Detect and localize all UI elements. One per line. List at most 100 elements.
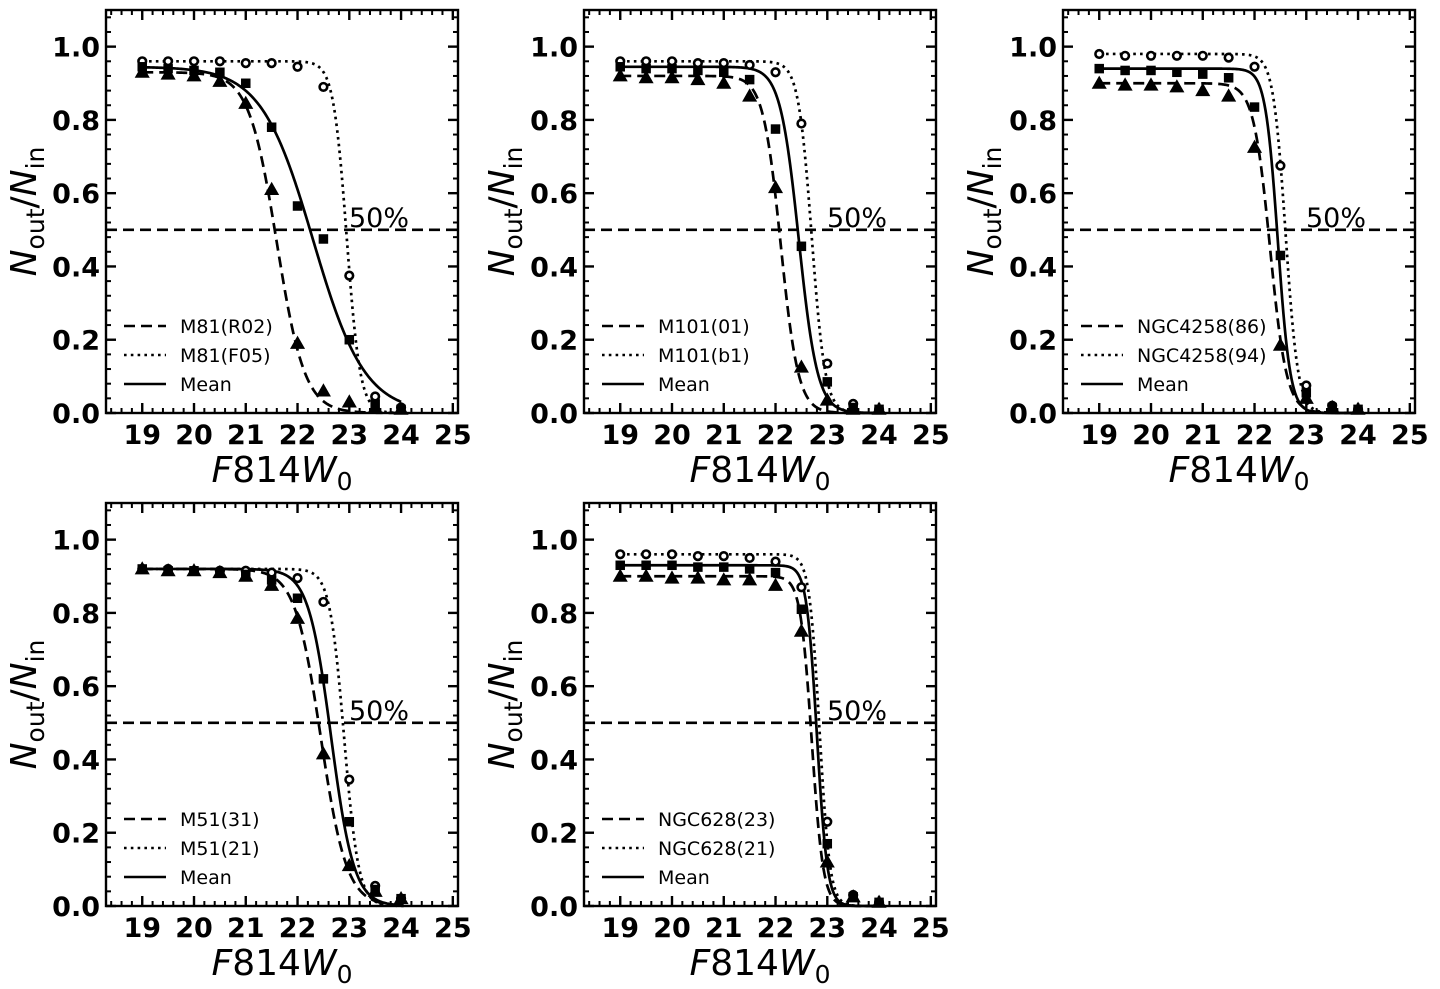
y-axis-label: Nout/Nin [482, 147, 528, 277]
x-tick-label: 25 [912, 913, 950, 944]
axes-frame [104, 8, 460, 415]
x-tick-label: 21 [227, 420, 265, 451]
data-point-square [215, 567, 225, 578]
reference-label: 50% [349, 696, 409, 727]
data-point-triangle [289, 610, 306, 624]
data-point-square [615, 560, 625, 571]
x-tick-label: 22 [279, 420, 317, 451]
data-point-triangle [690, 71, 706, 86]
y-axis-label: Nout/Nin [4, 147, 50, 277]
data-point-square [719, 67, 729, 78]
y-tick-label: 0.8 [530, 106, 578, 137]
data-point-triangle [238, 95, 254, 109]
y-axis-label: Nout/Nin [482, 640, 528, 770]
data-point-square [370, 399, 380, 409]
data-point-triangle [1169, 79, 1185, 93]
data-point-square [241, 78, 251, 89]
axes-frame [104, 501, 460, 908]
data-point-square [318, 674, 329, 684]
y-tick-label: 0.6 [52, 672, 100, 703]
data-point-circle [770, 556, 781, 567]
series-curve-dashed [620, 574, 882, 908]
data-point-square [318, 234, 329, 244]
data-point-triangle [690, 570, 706, 584]
y-tick-label: 1.0 [530, 33, 578, 64]
data-point-circle [1249, 61, 1260, 72]
data-point-square [796, 604, 807, 614]
y-tick-label: 0.8 [52, 599, 100, 630]
data-point-triangle [315, 746, 331, 760]
data-point-circle [188, 56, 200, 67]
y-tick-label: 0.0 [1009, 399, 1057, 430]
data-point-square [1223, 73, 1234, 83]
y-tick-label: 0.2 [530, 819, 578, 850]
data-point-triangle [1246, 139, 1263, 153]
data-point-triangle [612, 568, 628, 582]
x-tick-label: 24 [382, 913, 420, 944]
data-point-circle [718, 58, 729, 69]
data-point-triangle [1195, 82, 1211, 97]
x-tick-label: 22 [279, 913, 317, 944]
data-point-square [641, 560, 651, 571]
x-axis-label: F814W0 [212, 943, 353, 989]
legend-label: M51(21) [180, 838, 260, 860]
x-tick-label: 24 [1339, 420, 1377, 451]
data-point-circle [692, 551, 703, 562]
legend-label: M81(R02) [180, 316, 273, 338]
data-point-triangle [767, 179, 784, 194]
data-point-circle [615, 549, 626, 560]
data-point-triangle [793, 359, 809, 373]
legend-label: Mean [180, 374, 232, 396]
data-point-triangle [819, 392, 835, 406]
y-tick-label: 0.0 [52, 399, 100, 430]
x-axis-label: F814W0 [1169, 450, 1310, 496]
data-point-square [667, 63, 677, 74]
series-curve-dashed [620, 74, 882, 415]
data-point-triangle [638, 568, 654, 582]
x-tick-label: 19 [123, 420, 161, 451]
y-tick-label: 0.8 [530, 599, 578, 630]
y-tick-label: 0.6 [530, 672, 578, 703]
data-point-square [822, 377, 833, 387]
data-point-triangle [341, 394, 357, 408]
panel-top-right: 19 20 21 22 23 24 25 0.0 0.2 0.4 0.6 0.8 1.0 50% NGC42… [961, 8, 1429, 496]
y-tick-label: 0.8 [52, 106, 100, 137]
panel-bottom-middle: 19 20 21 22 23 24 25 0.0 0.2 0.4 0.6 0.8 1.0 50% NGC62… [482, 501, 950, 989]
data-point-triangle [638, 70, 654, 84]
y-tick-label: 0.8 [1009, 106, 1057, 137]
x-tick-label: 24 [860, 913, 898, 944]
data-point-triangle [716, 572, 732, 586]
data-point-circle [1275, 160, 1286, 171]
y-tick-label: 0.6 [530, 179, 578, 210]
legend: NGC4258(86) NGC4258(94) Mean [1081, 316, 1267, 396]
data-point-square [641, 63, 651, 74]
x-tick-label: 24 [860, 420, 898, 451]
x-tick-label: 25 [912, 420, 950, 451]
data-point-circle [214, 56, 225, 67]
data-point-square [189, 65, 199, 76]
data-point-triangle [742, 88, 758, 102]
legend-label: NGC4258(86) [1137, 316, 1267, 338]
reference-label: 50% [1306, 203, 1366, 234]
data-point-square [292, 201, 303, 211]
legend-label: NGC628(21) [658, 838, 775, 860]
data-point-square [344, 334, 355, 345]
data-point-triangle [819, 854, 835, 868]
data-point-circle [744, 552, 755, 564]
legend-label: Mean [180, 867, 232, 889]
x-axis-label: F814W0 [212, 450, 353, 496]
x-axis-label: F814W0 [690, 450, 831, 496]
data-point-square [1275, 250, 1286, 261]
data-point-square [693, 65, 703, 76]
data-point-square [848, 892, 858, 902]
legend-label: NGC628(23) [658, 809, 775, 831]
x-tick-label: 25 [434, 913, 472, 944]
x-tick-label: 21 [705, 420, 743, 451]
y-tick-label: 0.0 [52, 892, 100, 923]
x-tick-label: 22 [757, 420, 795, 451]
reference-label: 50% [349, 203, 409, 234]
data-point-triangle [664, 70, 680, 84]
y-tick-label: 0.6 [52, 179, 100, 210]
data-point-square [1094, 63, 1104, 74]
y-tick-label: 0.0 [530, 892, 578, 923]
